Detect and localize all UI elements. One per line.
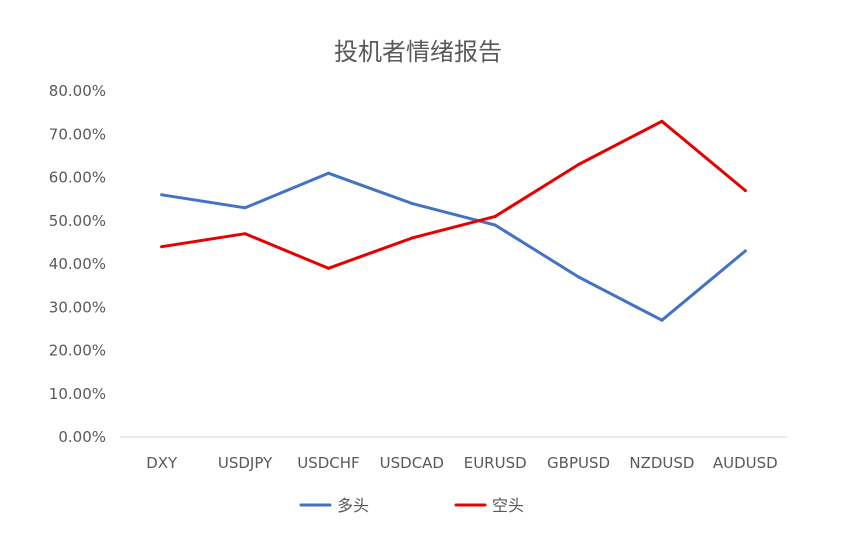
series-line-1 [160, 119, 747, 270]
y-tick-label: 80.00% [49, 82, 106, 100]
legend: 多头 空头 [299, 496, 524, 515]
y-tick-label: 60.00% [49, 169, 106, 187]
x-tick-label: USDCAD [380, 454, 444, 472]
x-tick-label: AUDUSD [713, 454, 778, 472]
x-tick-label: EURUSD [464, 454, 527, 472]
y-tick-label: 40.00% [49, 255, 106, 273]
series-lines [160, 119, 747, 322]
x-tick-label: USDCHF [297, 454, 359, 472]
x-tick-label: USDJPY [218, 454, 273, 472]
data-point-series-0 [577, 275, 581, 279]
y-tick-label: 10.00% [49, 385, 106, 403]
x-tick-label: NZDUSD [629, 454, 694, 472]
data-point-series-1 [660, 119, 664, 123]
data-point-series-1 [577, 163, 581, 167]
data-point-series-0 [243, 206, 247, 210]
y-tick-label: 50.00% [49, 212, 106, 230]
y-axis-labels: 0.00% 10.00% 20.00% 30.00% 40.00% 50.00% 60.00… [49, 82, 106, 446]
data-point-series-0 [493, 223, 497, 227]
chart-title: 投机者情绪报告 [334, 38, 502, 66]
data-point-series-1 [493, 214, 497, 218]
data-point-series-0 [660, 318, 664, 322]
y-tick-label: 20.00% [49, 342, 106, 360]
data-point-series-1 [243, 232, 247, 236]
legend-label-0: 多头 [337, 496, 369, 515]
data-point-series-0 [410, 201, 414, 205]
y-tick-label: 30.00% [49, 298, 106, 316]
y-tick-label: 0.00% [58, 428, 106, 446]
data-point-series-1 [326, 266, 330, 270]
data-point-series-0 [160, 193, 164, 197]
data-point-series-0 [743, 249, 747, 253]
data-point-series-1 [743, 188, 747, 192]
x-tick-label: DXY [146, 454, 178, 472]
y-tick-label: 70.00% [49, 125, 106, 143]
x-tick-label: GBPUSD [547, 454, 610, 472]
series-line-0 [160, 171, 747, 322]
data-point-series-1 [410, 236, 414, 240]
legend-label-1: 空头 [492, 496, 524, 515]
data-point-series-0 [326, 171, 330, 175]
x-axis-labels: DXY USDJPY USDCHF USDCAD EURUSD GBPUSD NZDUSD A… [146, 454, 778, 472]
data-point-series-1 [160, 245, 164, 249]
